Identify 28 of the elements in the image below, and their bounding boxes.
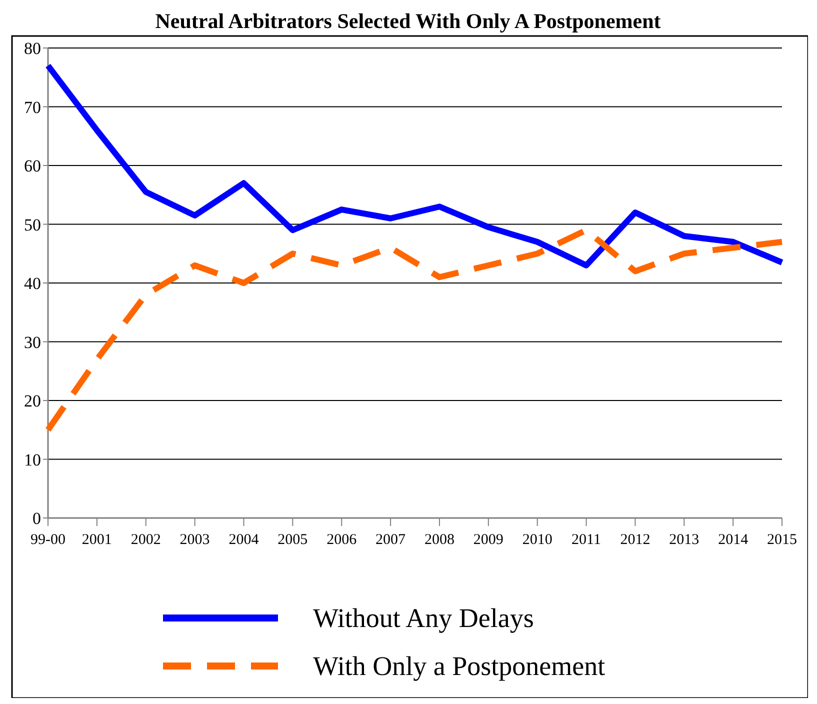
x-tick-label: 2009 <box>473 532 504 548</box>
x-tick-label: 99-00 <box>30 532 66 548</box>
x-tick-label: 2005 <box>278 532 308 548</box>
y-tick-label: 10 <box>24 450 41 470</box>
x-tick-label: 2001 <box>82 532 112 548</box>
x-tick-label: 2013 <box>669 532 700 548</box>
y-tick-label: 0 <box>32 509 41 528</box>
y-tick-label: 40 <box>24 274 41 293</box>
y-tick-label: 30 <box>24 332 41 352</box>
x-tick-label: 2006 <box>326 532 358 548</box>
x-tick-label: 2010 <box>522 532 552 548</box>
y-tick-label: 60 <box>24 156 41 176</box>
x-tick-label: 2007 <box>376 532 406 548</box>
x-tick-label: 2012 <box>620 532 650 548</box>
y-tick-label: 70 <box>24 98 41 117</box>
legend-label: Without Any Delays <box>313 603 534 633</box>
x-tick-label: 2015 <box>767 532 797 548</box>
chart-title: Neutral Arbitrators Selected With Only A Postponement <box>155 9 661 33</box>
y-tick-label: 50 <box>24 215 41 234</box>
x-tick-label: 2003 <box>180 532 210 548</box>
x-tick-label: 2014 <box>718 532 749 548</box>
x-tick-label: 2011 <box>572 532 601 548</box>
legend-label: With Only a Postponement <box>313 651 606 681</box>
x-tick-label: 2002 <box>130 532 161 548</box>
y-tick-label: 80 <box>24 39 41 58</box>
x-tick-label: 2004 <box>228 532 260 548</box>
x-tick-label: 2008 <box>424 532 454 548</box>
y-tick-label: 20 <box>24 392 41 410</box>
